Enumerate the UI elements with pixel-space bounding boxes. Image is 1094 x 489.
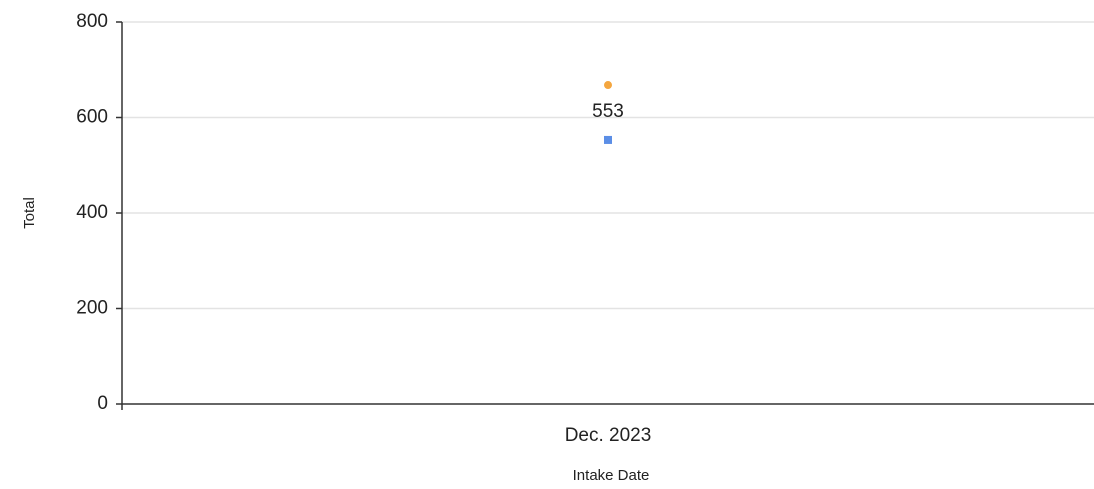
point (604, 135, 612, 144)
y-axis-title: Total (21, 197, 38, 229)
y-tick-label: 0 (97, 393, 108, 414)
y-tick-label: 600 (76, 107, 108, 128)
data-label: 553 (592, 101, 624, 122)
y-tick-label: 400 (76, 202, 108, 223)
y-tick-label: 800 (76, 11, 108, 32)
point (604, 81, 612, 90)
y-tick-label: 200 (76, 298, 108, 319)
x-tick-label: Dec. 2023 (565, 425, 652, 446)
x-axis-title: Intake Date (573, 467, 650, 484)
